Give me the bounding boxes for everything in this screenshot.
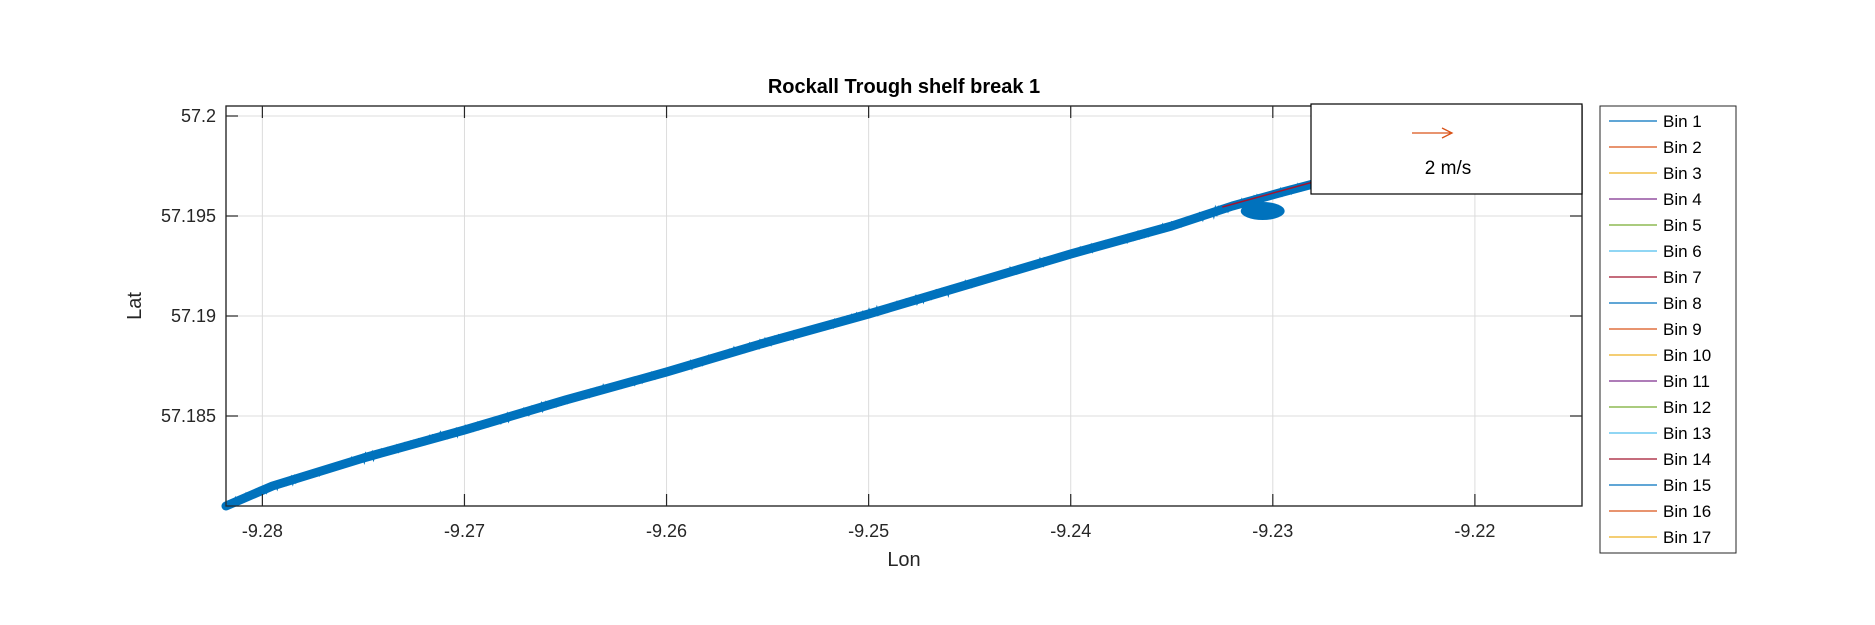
legend-item[interactable]: Bin 4: [1609, 190, 1702, 209]
legend-items: Bin 1 Bin 2 Bin 3 Bin 4 Bin 5 Bin 6 Bin 7 Bin 8…: [1609, 112, 1711, 547]
y-tick-label: 57.185: [161, 406, 216, 426]
red-segment: [1222, 181, 1314, 208]
legend-item[interactable]: Bin 9: [1609, 320, 1702, 339]
legend-item[interactable]: Bin 8: [1609, 294, 1702, 313]
legend-item[interactable]: Bin 12: [1609, 398, 1711, 417]
legend-label: Bin 4: [1663, 190, 1702, 209]
legend-label: Bin 2: [1663, 138, 1702, 157]
x-tick-label: -9.24: [1050, 521, 1091, 541]
x-tick-labels: -9.28 -9.27 -9.26 -9.25 -9.24 -9.23 -9.22: [242, 521, 1496, 541]
legend-label: Bin 13: [1663, 424, 1711, 443]
scale-box: 2 m/s: [1310, 103, 1583, 195]
legend-label: Bin 17: [1663, 528, 1711, 547]
legend-item[interactable]: Bin 13: [1609, 424, 1711, 443]
y-tick-label: 57.195: [161, 206, 216, 226]
x-tick-label: -9.23: [1252, 521, 1293, 541]
y-axis-label: Lat: [124, 292, 146, 320]
legend-label: Bin 9: [1663, 320, 1702, 339]
legend-label: Bin 6: [1663, 242, 1702, 261]
x-tick-label: -9.22: [1454, 521, 1495, 541]
legend-item[interactable]: Bin 6: [1609, 242, 1702, 261]
legend-label: Bin 8: [1663, 294, 1702, 313]
legend-label: Bin 12: [1663, 398, 1711, 417]
x-axis-label: Lon: [887, 549, 920, 571]
legend[interactable]: Bin 1 Bin 2 Bin 3 Bin 4 Bin 5 Bin 6 Bin 7 Bin 8…: [1599, 105, 1737, 554]
data-layer: [221, 179, 1318, 511]
legend-item[interactable]: Bin 3: [1609, 164, 1702, 183]
legend-label: Bin 16: [1663, 502, 1711, 521]
legend-item[interactable]: Bin 16: [1609, 502, 1711, 521]
legend-item[interactable]: Bin 5: [1609, 216, 1702, 235]
legend-item[interactable]: Bin 15: [1609, 476, 1711, 495]
x-tick-label: -9.28: [242, 521, 283, 541]
legend-item[interactable]: Bin 17: [1609, 528, 1711, 547]
legend-item[interactable]: Bin 10: [1609, 346, 1711, 365]
y-tick-label: 57.19: [171, 306, 216, 326]
legend-label: Bin 1: [1663, 112, 1702, 131]
track-loop: [1240, 202, 1285, 220]
scale-arrow-head: [1441, 127, 1454, 139]
legend-item[interactable]: Bin 1: [1609, 112, 1702, 131]
legend-item[interactable]: Bin 7: [1609, 268, 1702, 287]
axes-frame: [225, 105, 1583, 507]
legend-label: Bin 11: [1663, 372, 1710, 391]
legend-label: Bin 14: [1663, 450, 1711, 469]
legend-item[interactable]: Bin 2: [1609, 138, 1702, 157]
y-tick-labels: 57.185 57.19 57.195 57.2: [161, 106, 216, 426]
legend-label: Bin 7: [1663, 268, 1702, 287]
legend-label: Bin 15: [1663, 476, 1711, 495]
ticks: [226, 106, 1582, 506]
chart-title: Rockall Trough shelf break 1: [768, 76, 1040, 98]
x-tick-label: -9.27: [444, 521, 485, 541]
legend-label: Bin 3: [1663, 164, 1702, 183]
legend-label: Bin 5: [1663, 216, 1702, 235]
scale-label: 2 m/s: [1425, 158, 1471, 179]
legend-item[interactable]: Bin 11: [1609, 372, 1710, 391]
legend-label: Bin 10: [1663, 346, 1711, 365]
y-tick-label: 57.2: [181, 106, 216, 126]
scale-box-frame: [1310, 103, 1583, 195]
x-tick-label: -9.25: [848, 521, 889, 541]
scale-arrow-icon: [1412, 127, 1454, 139]
grid-lines: [226, 106, 1582, 506]
x-tick-label: -9.26: [646, 521, 687, 541]
track-line: [225, 180, 1315, 507]
legend-item[interactable]: Bin 14: [1609, 450, 1711, 469]
